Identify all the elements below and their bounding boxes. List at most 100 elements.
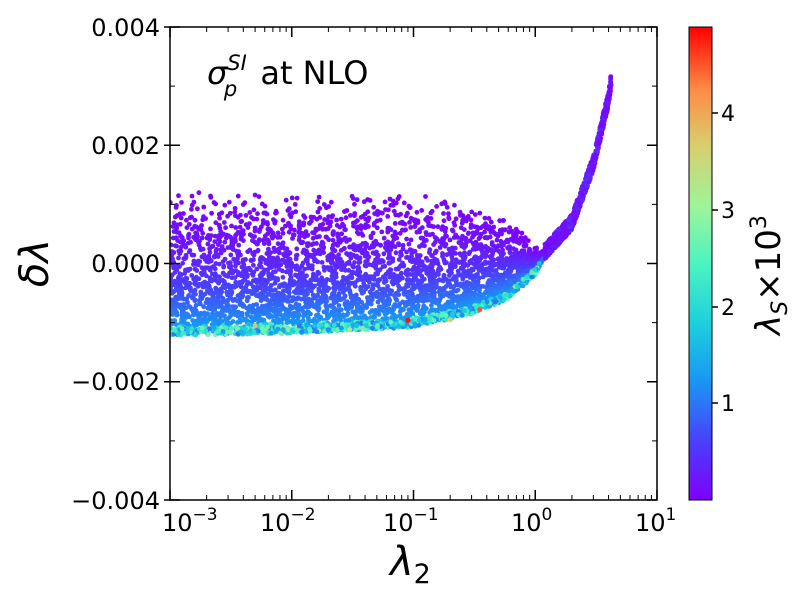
scatter-point <box>305 262 311 267</box>
scatter-point <box>260 218 266 223</box>
scatter-point <box>265 324 270 330</box>
scatter-point <box>307 328 313 334</box>
scatter-point <box>287 256 293 262</box>
scatter-point <box>430 307 436 313</box>
scatter-point <box>450 311 455 317</box>
scatter-point <box>317 215 323 220</box>
scatter-point <box>214 311 220 316</box>
scatter-point <box>269 233 275 239</box>
scatter-point <box>464 240 469 245</box>
scatter-point <box>189 226 195 232</box>
scatter-point <box>346 306 351 312</box>
scatter-point <box>303 229 309 235</box>
scatter-point <box>235 326 240 331</box>
scatter-point <box>201 252 207 258</box>
scatter-point <box>444 290 449 296</box>
scatter-point <box>398 319 403 325</box>
scatter-point <box>409 253 414 259</box>
scatter-point <box>489 240 495 245</box>
scatter-point <box>379 229 385 235</box>
scatter-point <box>184 225 190 231</box>
scatter-point <box>217 287 223 292</box>
scatter-point <box>505 245 510 251</box>
scatter-point <box>404 277 410 283</box>
scatter-point <box>369 243 375 248</box>
scatter-point <box>197 301 203 307</box>
scatter-point <box>250 238 255 244</box>
scatter-point <box>175 282 180 288</box>
scatter-point <box>189 206 194 212</box>
scatter-point <box>308 288 314 294</box>
scatter-point <box>386 207 391 213</box>
scatter-point <box>453 278 459 283</box>
scatter-point <box>465 282 471 288</box>
scatter-point <box>441 272 447 278</box>
scatter-point <box>175 238 181 244</box>
scatter-point <box>171 229 177 234</box>
scatter-point <box>409 295 414 301</box>
scatter-point <box>336 303 342 308</box>
scatter-point <box>478 225 484 231</box>
scatter-point <box>463 273 468 279</box>
scatter-point <box>255 211 260 217</box>
scatter-point <box>205 265 211 271</box>
scatter-point <box>457 251 463 256</box>
scatter-point <box>501 263 506 269</box>
scatter-point <box>325 315 330 321</box>
scatter-point <box>390 198 396 204</box>
scatter-point <box>365 197 371 202</box>
scatter-point <box>431 318 437 323</box>
scatter-point <box>228 263 234 269</box>
scatter-point <box>370 286 376 291</box>
scatter-point <box>493 283 498 289</box>
scatter-point <box>478 255 484 261</box>
scatter-point <box>219 244 225 249</box>
scatter-point <box>389 315 395 320</box>
scatter-point <box>284 263 290 269</box>
scatter-point <box>407 220 412 225</box>
scatter-point <box>462 254 468 259</box>
scatter-point <box>435 224 441 230</box>
scatter-point <box>247 267 253 273</box>
scatter-point <box>350 309 356 315</box>
scatter-point <box>190 293 196 299</box>
scatter-point <box>316 270 322 276</box>
scatter-point <box>239 218 245 224</box>
scatter-point <box>235 193 241 199</box>
scatter-point <box>272 280 278 286</box>
scatter-point <box>285 268 291 274</box>
scatter-point <box>289 305 295 311</box>
scatter-point <box>221 247 227 253</box>
scatter-point <box>230 319 236 324</box>
scatter-point <box>221 263 227 269</box>
scatter-point <box>352 201 357 207</box>
scatter-point <box>478 231 484 237</box>
scatter-point <box>385 239 391 245</box>
scatter-point <box>396 194 402 199</box>
scatter-point <box>186 249 192 255</box>
scatter-point <box>467 293 473 299</box>
scatter-point <box>226 282 232 288</box>
scatter-point <box>446 268 451 274</box>
scatter-point <box>521 264 526 270</box>
scatter-point <box>439 306 445 312</box>
scatter-point <box>491 257 497 263</box>
scatter-point <box>396 287 402 293</box>
scatter-point <box>223 235 229 241</box>
scatter-point <box>373 238 379 244</box>
scatter-point <box>367 289 373 295</box>
scatter-point <box>366 298 372 304</box>
scatter-point <box>174 311 180 316</box>
scatter-point <box>417 229 422 235</box>
scatter-point <box>342 209 347 215</box>
scatter-point <box>213 299 218 305</box>
scatter-point <box>388 319 394 325</box>
scatter-point <box>172 270 178 275</box>
scatter-point <box>320 226 325 232</box>
scatter-point <box>293 301 299 307</box>
scatter-point <box>284 297 290 303</box>
scatter-point <box>406 241 412 247</box>
scatter-point <box>173 328 178 334</box>
scatter-point <box>199 325 205 331</box>
scatter-point <box>436 266 442 271</box>
